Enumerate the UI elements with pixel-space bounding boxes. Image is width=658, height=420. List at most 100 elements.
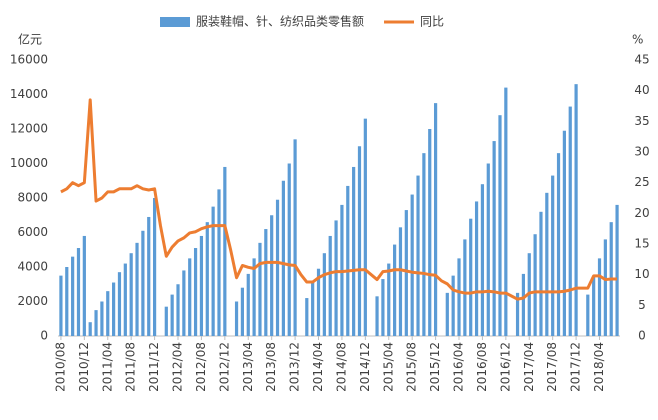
bar [246,273,250,336]
bar [76,248,81,336]
x-tick-label: 2013/04 [241,342,255,392]
bar [135,242,139,336]
bar [199,235,204,336]
bar [451,275,455,336]
bar [352,166,356,336]
bar [152,198,157,336]
legend-label: 服装鞋帽、针、纺织品类零售额 [196,14,364,29]
bar [287,163,291,336]
x-tick-label: 2017/04 [522,342,536,392]
y2-tick-label: 5 [638,298,646,312]
bar [264,229,268,336]
x-tick-label: 2013/08 [264,342,278,392]
x-tick-label: 2014/12 [358,342,372,392]
x-tick-label: 2015/12 [428,342,442,392]
x-tick-label: 2010/08 [53,342,67,392]
x-tick-label: 2017/08 [545,342,559,392]
bar [428,129,432,336]
y-tick-label: 14000 [10,87,48,101]
bar [193,248,198,336]
bar [112,282,116,336]
bar [270,215,274,336]
y2-tick-label: 25 [634,175,649,189]
bar [311,280,315,336]
bar [357,146,362,336]
x-tick-label: 2012/04 [171,342,185,392]
y-tick-label: 0 [40,329,48,343]
bar [521,273,526,336]
y-tick-label: 12000 [10,122,48,136]
bar [147,216,151,336]
bar [281,180,285,336]
x-tick-label: 2011/04 [100,342,114,392]
y-tick-label: 6000 [17,225,48,239]
bar [217,189,221,336]
bar [65,267,69,336]
bar [422,153,426,336]
x-tick-label: 2010/12 [77,342,91,392]
bar [205,222,209,336]
bar [416,175,420,336]
bar [556,153,561,336]
bar [398,227,403,336]
y2-axis-unit: % [632,33,643,47]
bar [164,306,168,336]
x-tick-label: 2015/08 [405,342,419,392]
y-tick-label: 8000 [17,191,48,205]
bar [445,292,449,336]
bar [252,258,256,336]
bar [533,234,537,336]
bar [492,141,496,336]
bar [316,268,321,336]
bar [94,310,98,336]
y2-tick-label: 20 [634,206,649,220]
bar [457,258,461,336]
x-tick-label: 2013/12 [288,342,302,392]
bar [474,201,479,336]
x-tick-label: 2012/12 [217,342,231,392]
x-tick-label: 2014/08 [334,342,348,392]
bar [293,139,297,336]
bar [234,301,239,336]
bar [375,296,379,336]
bar [586,294,590,336]
bar [568,106,572,336]
bar [275,199,280,336]
bar [539,211,543,336]
bar [545,192,549,336]
bar [363,118,367,337]
bar [387,263,391,336]
bar [305,298,309,336]
y-tick-label: 16000 [10,53,48,67]
y2-tick-label: 15 [634,237,649,251]
bar [334,220,338,336]
x-tick-label: 2012/08 [194,342,208,392]
bar [188,258,192,336]
x-tick-label: 2011/08 [124,342,138,392]
x-tick-label: 2018/04 [592,342,606,392]
bar [106,291,110,336]
bar [404,210,408,336]
bar [211,206,215,336]
y2-tick-label: 40 [634,83,649,97]
x-tick-label: 2015/04 [381,342,395,392]
x-tick-label: 2016/04 [452,342,466,392]
bar [71,256,75,336]
bar [182,270,186,336]
bar [240,287,245,336]
bar [322,253,326,336]
legend-swatch [160,17,190,27]
x-tick-label: 2014/04 [311,342,325,392]
x-tick-label: 2016/08 [475,342,489,392]
bar [504,87,508,336]
y-tick-label: 10000 [10,156,48,170]
y2-tick-label: 10 [634,267,649,281]
bar [117,272,122,336]
bar [59,275,63,336]
x-tick-label: 2016/12 [498,342,512,392]
y-tick-label: 2000 [17,294,48,308]
y-axis-unit: 亿元 [18,32,42,47]
bar [574,84,578,337]
bar [480,184,485,336]
